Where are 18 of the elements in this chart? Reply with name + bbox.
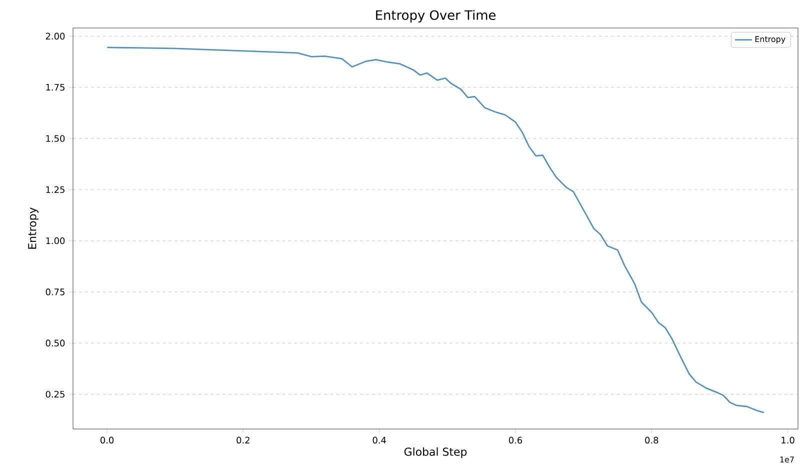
- x-tick-label: 1.0: [782, 436, 794, 444]
- x-tick-label: 0.0: [100, 436, 114, 444]
- y-tick-label: 1.25: [46, 186, 64, 194]
- y-axis-title: Entropy: [28, 208, 38, 249]
- y-tick-label: 0.25: [46, 390, 64, 398]
- y-tick-label: 0.50: [46, 340, 65, 346]
- chart-title: Entropy Over Time: [376, 10, 496, 22]
- x-axis-title: Global Step: [404, 447, 467, 458]
- x-tick-label: 0.2: [236, 436, 250, 444]
- y-tick-label: 1.50: [46, 135, 65, 142]
- x-tick-label: 0.8: [645, 436, 658, 444]
- x-tick-label: 0.6: [508, 436, 522, 444]
- line-series: [106, 46, 765, 414]
- y-tick-label: 1.00: [46, 237, 65, 244]
- y-tick-label: 1.75: [46, 84, 64, 91]
- y-tick-label: 0.75: [46, 288, 64, 296]
- y-tick-label: 2.00: [46, 32, 65, 40]
- x-tick-label: 0.4: [372, 436, 386, 444]
